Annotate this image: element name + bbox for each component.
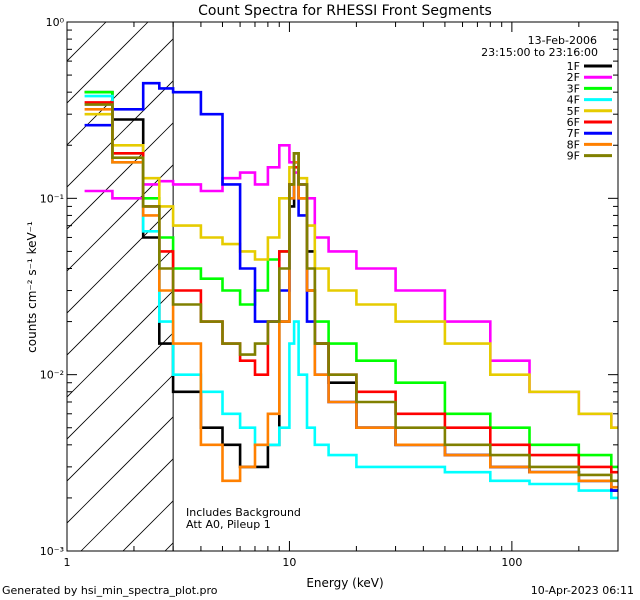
legend-label-7F: 7F: [567, 127, 580, 140]
legend-label-8F: 8F: [567, 138, 580, 151]
x-tick-label: 100: [501, 556, 522, 569]
y-tick-label: 10⁰: [46, 16, 65, 29]
series-line-6F: [84, 101, 618, 474]
series-line-7F: [84, 81, 618, 492]
date-label: 13-Feb-2006: [528, 34, 597, 47]
legend-label-2F: 2F: [567, 71, 580, 84]
series-line-9F: [84, 103, 618, 483]
legend-label-5F: 5F: [567, 105, 580, 118]
legend-label-3F: 3F: [567, 82, 580, 95]
legend-label-6F: 6F: [567, 116, 580, 129]
hatch-line: [67, 122, 174, 230]
legend-label-1F: 1F: [567, 60, 580, 73]
annotation-background: Includes Background: [186, 506, 301, 519]
y-tick-label: 10⁻³: [40, 545, 64, 558]
hatch-line: [67, 22, 149, 104]
x-tick-label: 10: [282, 556, 296, 569]
legend-label-4F: 4F: [567, 94, 580, 107]
hatch-line: [67, 248, 174, 356]
y-tick-label: 10⁻¹: [40, 192, 64, 205]
annotation-attenuator: Att A0, Pileup 1: [186, 518, 271, 531]
axes: 1 10 100 10⁰ 10⁻¹ 10⁻² 10⁻³: [40, 16, 619, 569]
series-line-8F: [84, 108, 618, 489]
series-line-4F: [84, 94, 618, 500]
series-line-3F: [84, 90, 618, 469]
y-axis-label: counts cm⁻² s⁻¹ keV⁻¹: [25, 221, 39, 353]
plot-frame: [66, 21, 619, 552]
series-lines: [84, 81, 618, 500]
footer-timestamp: 10-Apr-2023 06:11: [530, 584, 634, 597]
footer-generated-by: Generated by hsi_min_spectra_plot.pro: [2, 584, 218, 597]
hatch-line: [0, 22, 22, 551]
hatch-line: [67, 332, 174, 440]
chart-title: Count Spectra for RHESSI Front Segments: [198, 3, 492, 19]
time-range-label: 23:15:00 to 23:16:00: [481, 46, 598, 59]
hatch-line: [67, 290, 174, 398]
x-axis-label: Energy (keV): [306, 576, 383, 590]
x-tick-label: 1: [64, 556, 71, 569]
hatch-line: [67, 416, 174, 524]
series-line-2F: [84, 144, 618, 429]
y-tick-label: 10⁻²: [40, 369, 64, 382]
hatch-line: [67, 206, 174, 314]
hatch-line: [80, 458, 174, 551]
legend-label-9F: 9F: [567, 150, 580, 163]
series-line-5F: [84, 112, 618, 429]
hatch-line: [67, 374, 174, 482]
